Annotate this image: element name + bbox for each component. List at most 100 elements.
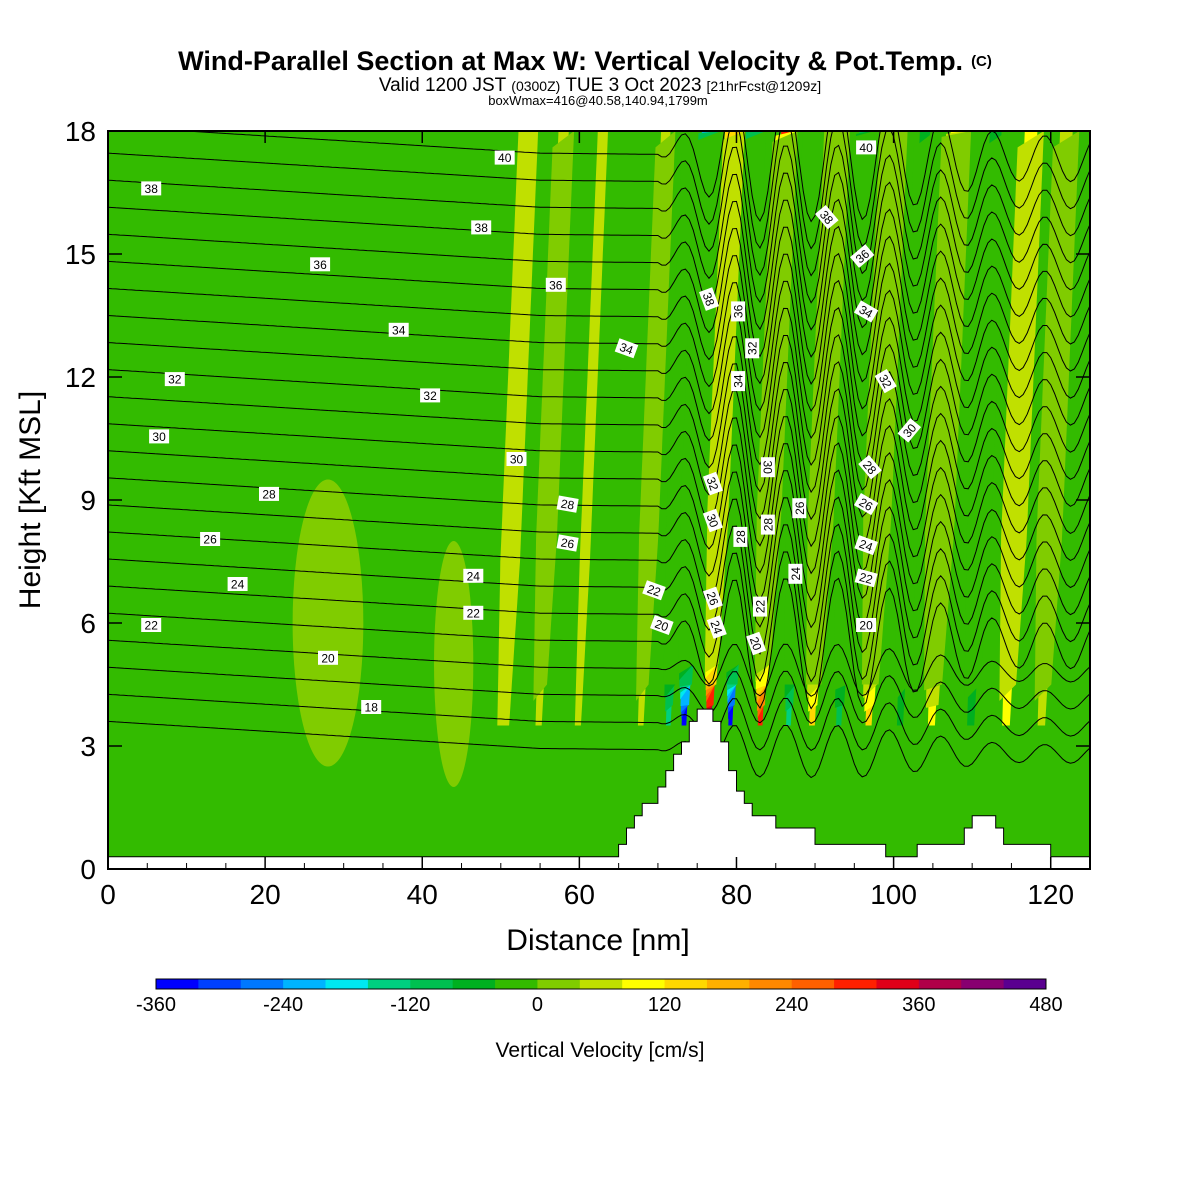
svg-text:34: 34 [392, 323, 406, 337]
colorbar-swatch [537, 979, 581, 989]
vertical-velocity-band [574, 131, 608, 726]
colorbar-label: Vertical Velocity [cm/s] [496, 1039, 705, 1062]
contour-label: 26 [792, 498, 807, 519]
contour-label: 38 [471, 220, 492, 235]
svg-text:38: 38 [700, 291, 718, 309]
contour-label: 38 [699, 287, 719, 311]
colorbar-tick-label: 120 [648, 994, 681, 1016]
isentrope [108, 523, 1090, 656]
colorbar-swatch [706, 979, 750, 989]
svg-text:22: 22 [645, 582, 663, 600]
colorbar-tick-label: 480 [1029, 994, 1062, 1016]
isentrope [108, 550, 1090, 683]
contour-label: 28 [760, 514, 775, 535]
x-tick-label: 20 [250, 879, 281, 910]
y-tick-label: 0 [80, 854, 96, 885]
svg-text:24: 24 [467, 569, 481, 583]
isentrope [108, 171, 1090, 304]
svg-text:40: 40 [859, 141, 873, 155]
isentrope [108, 334, 1090, 467]
contour-label: 38 [815, 204, 839, 230]
contour-label: 30 [760, 457, 775, 478]
svg-text:30: 30 [704, 512, 722, 530]
colorbar-swatch [791, 979, 835, 989]
vertical-velocity-band [533, 131, 575, 701]
colorbar-swatch [1003, 979, 1047, 989]
colorbar-swatch [749, 979, 793, 989]
svg-text:36: 36 [549, 278, 563, 292]
svg-text:22: 22 [145, 619, 159, 633]
vertical-velocity-band [754, 131, 798, 675]
contour-label: 24 [854, 535, 878, 556]
colorbar-swatch [961, 979, 1005, 989]
plot-area: 38 36 34 32 32 30 30 28 28 26 26 24 24 22 22 22 20 20 18 40… [108, 131, 1090, 869]
svg-text:34: 34 [618, 340, 636, 358]
contour-label: 22 [463, 605, 484, 620]
svg-text:24: 24 [857, 537, 875, 555]
colorbar-swatch [198, 979, 242, 989]
weak-updraft-blob [434, 541, 474, 787]
x-tick-label: 40 [407, 879, 438, 910]
y-axis-label: Height [Kft MSL] [14, 391, 47, 609]
colorbar-swatch [495, 979, 538, 989]
colorbar-swatch [367, 979, 411, 989]
isentrope [108, 577, 1090, 710]
contour-label: 32 [420, 388, 441, 403]
vertical-velocity-band [894, 131, 936, 701]
isentrope [108, 415, 1090, 548]
vertical-velocity-band [1034, 131, 1080, 701]
svg-text:24: 24 [231, 578, 245, 592]
svg-text:22: 22 [858, 570, 875, 587]
y-tick-label: 12 [65, 362, 96, 393]
contour-label: 28 [733, 526, 748, 547]
isentrope [108, 639, 1090, 697]
contour-label: 26 [853, 493, 879, 516]
isentrope [108, 279, 1090, 412]
colorbar-tick-label: 0 [532, 994, 543, 1016]
colorbar-swatch [452, 979, 496, 989]
isentrope [108, 720, 1090, 779]
svg-text:28: 28 [761, 518, 775, 532]
svg-text:28: 28 [262, 487, 276, 501]
contour-label: 22 [141, 618, 162, 633]
contour-label: 24 [227, 577, 248, 592]
x-tick-label: 100 [870, 879, 917, 910]
contour-label: 30 [506, 452, 527, 467]
contour-label: 22 [753, 596, 768, 617]
weak-updraft-blob [292, 479, 364, 767]
potential-temperature-contours [108, 131, 1090, 779]
svg-text:36: 36 [732, 304, 746, 318]
vertical-velocity-band [924, 131, 972, 691]
svg-text:26: 26 [203, 533, 217, 547]
isentrope [108, 306, 1090, 440]
colorbar-swatch [283, 979, 327, 989]
contour-label: 28 [259, 486, 279, 501]
vertical-velocity-band [999, 131, 1044, 701]
contour-label: 26 [702, 586, 723, 611]
contour-label: 20 [650, 615, 674, 635]
contour-label: 20 [746, 631, 767, 656]
contour-label: 36 [731, 301, 746, 322]
svg-text:32: 32 [423, 389, 437, 403]
isentrope [178, 131, 1090, 223]
contour-label: 30 [702, 508, 723, 533]
vertical-velocity-band [806, 131, 850, 685]
colorbar-swatch [664, 979, 708, 989]
contour-label: 22 [854, 568, 878, 588]
contour-label: 26 [556, 534, 579, 552]
colorbar-tick-label: -120 [390, 994, 430, 1016]
contour-label: 32 [745, 338, 760, 359]
colorbar-tick-label: 240 [775, 994, 808, 1016]
svg-text:24: 24 [707, 619, 725, 637]
contour-label: 36 [850, 244, 875, 268]
svg-text:24: 24 [789, 567, 803, 581]
svg-text:40: 40 [498, 151, 512, 165]
isentrope [108, 198, 1090, 331]
svg-text:32: 32 [876, 372, 895, 391]
isentrope [108, 225, 1090, 358]
isentrope [108, 131, 1090, 250]
colorbar-tick-label: -240 [263, 994, 303, 1016]
contour-label: 28 [858, 455, 882, 480]
svg-text:38: 38 [475, 221, 489, 235]
